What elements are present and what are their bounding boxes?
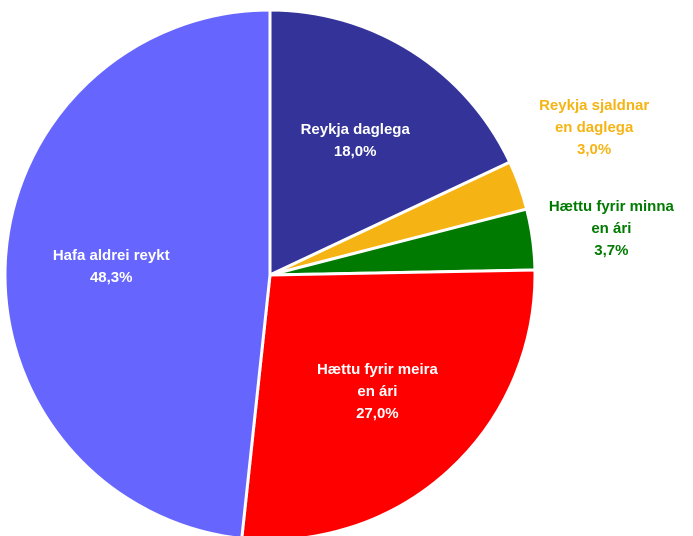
pie-slice (240, 268, 537, 536)
slice-value: 3,0% (577, 141, 612, 159)
slice-value: 27,0% (356, 405, 399, 423)
slice-label: Hættu fyrir meira en ári 27,0% (312, 359, 442, 425)
slice-value: 48,3% (89, 268, 133, 286)
slice-label: Hættu fyrir minna en ári 3,7% (546, 196, 676, 262)
pie-slice (268, 8, 512, 278)
slice-label: Reykja daglega 18,0% (290, 119, 420, 163)
slice-value: 18,0% (333, 142, 377, 160)
slice-label: Reykja sjaldnar en daglega 3,0% (529, 95, 659, 161)
slice-name: Hættu fyrir meira en ári (316, 361, 438, 401)
slice-value: 3,7% (594, 241, 629, 259)
slice-name: Hafa aldrei reykt (52, 246, 170, 264)
slice-name: Reykja daglega (300, 120, 410, 138)
slice-name: Reykja sjaldnar en daglega (539, 97, 650, 137)
slice-name: Hættu fyrir minna en ári (548, 197, 674, 237)
pie-slice (3, 8, 272, 536)
slice-label: Hafa aldrei reykt 48,3% (46, 245, 176, 289)
